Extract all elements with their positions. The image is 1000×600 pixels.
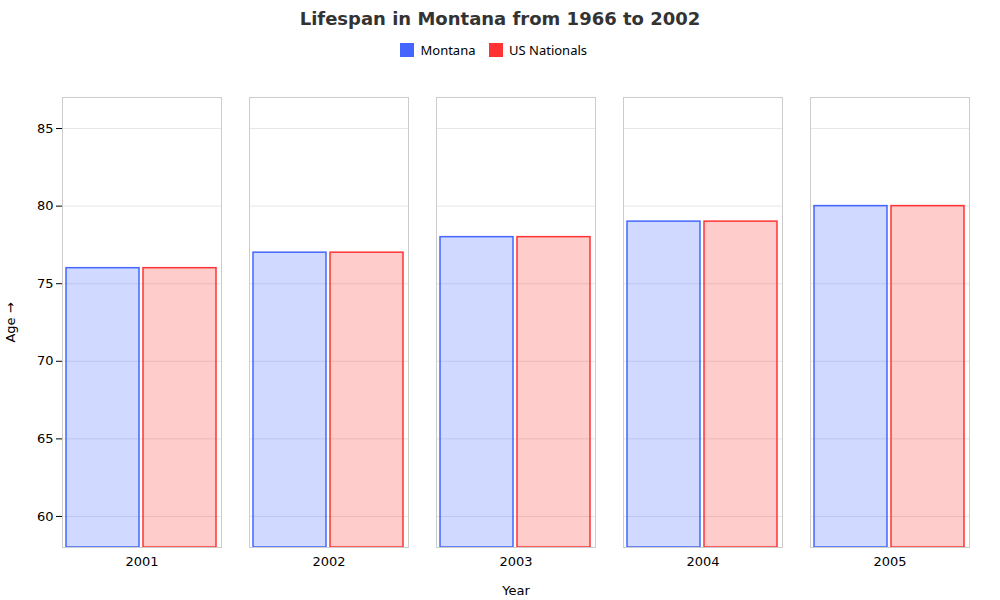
- html-text:Montana: Montana: [420, 40, 476, 59]
- svg-text:75: 75: [37, 275, 54, 290]
- html-text:Lifespan in Montana from 1966: Lifespan in Montana from 1966 to 2002: [299, 8, 701, 29]
- svg-text:80: 80: [37, 198, 54, 213]
- svg-text:Year: Year: [501, 582, 530, 597]
- svg-text:2004: 2004: [686, 553, 719, 568]
- svg-text:60: 60: [37, 508, 54, 523]
- svg-text:2001: 2001: [125, 553, 158, 568]
- svg-text:Age →: Age →: [3, 302, 18, 342]
- svg-text:85: 85: [37, 120, 54, 135]
- svg-text:2005: 2005: [873, 553, 906, 568]
- svg-text:70: 70: [37, 353, 54, 368]
- svg-text:2003: 2003: [499, 553, 532, 568]
- svg-text:2002: 2002: [312, 553, 345, 568]
- svg-text:65: 65: [37, 431, 54, 446]
- html-text:US Nationals: US Nationals: [509, 40, 587, 59]
